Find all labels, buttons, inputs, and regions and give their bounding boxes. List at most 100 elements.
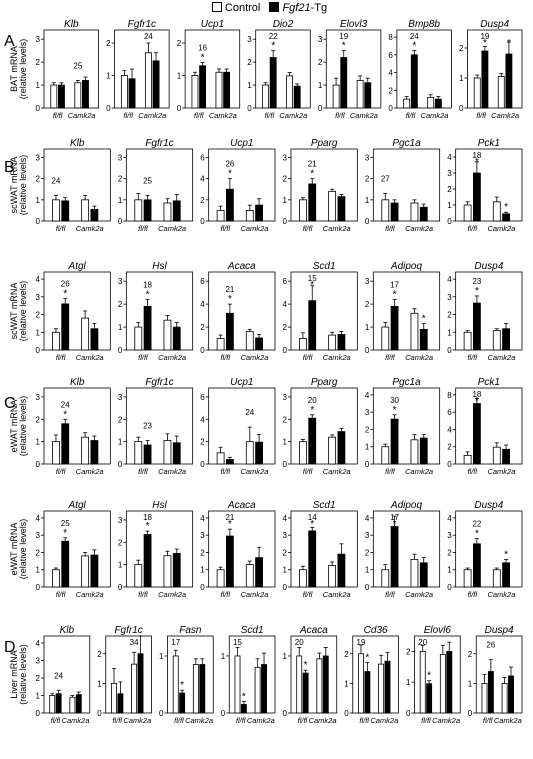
gene-title: Ucp1 (201, 19, 224, 30)
gene-title: Pck1 (478, 138, 500, 149)
tg-bar (225, 312, 234, 351)
gene-title: Klb (70, 138, 85, 149)
group-label-flfl: fl/fl (220, 467, 230, 476)
y-tick-label: 0 (344, 709, 349, 718)
y-tick-label: 3 (247, 35, 252, 44)
gene-title: Scd1 (241, 625, 264, 636)
tg-bar (308, 183, 317, 222)
tg-bar (337, 334, 346, 351)
n-label: 20 (418, 638, 427, 647)
control-bar (216, 452, 225, 465)
tg-bar (137, 653, 144, 714)
panel-frame (43, 510, 111, 588)
group-label-flfl: fl/fl (138, 224, 148, 233)
control-bar (492, 201, 501, 222)
tg-bar (172, 553, 181, 588)
gene-title: Fgfr1c (128, 19, 156, 30)
y-tick-label: 2 (447, 311, 452, 320)
y-tick-label: 3 (118, 516, 123, 525)
gene-title: Pparg (311, 377, 338, 388)
gene-title: Klb (60, 625, 75, 636)
y-tick-label: 4 (36, 639, 41, 648)
y-tick-label: 1 (177, 72, 182, 81)
n-label: 26 (225, 160, 234, 169)
ylabel-units-C2: (relative levels) (18, 519, 28, 580)
y-tick-label: 3 (36, 293, 41, 302)
control-bar (52, 331, 60, 351)
group-label-camk2a: Camk2a (405, 353, 433, 362)
group-label-flfl: fl/fl (265, 111, 275, 120)
tg-bar (61, 423, 70, 465)
tg-bar (143, 534, 152, 588)
n-label: 24 (144, 32, 153, 41)
tg-bar (90, 440, 99, 465)
y-tick-label: 0 (365, 583, 370, 592)
y-tick-label: 1 (159, 652, 164, 661)
group-label-camk2a: Camk2a (491, 111, 519, 120)
n-label: 17 (171, 638, 180, 647)
control-bar (439, 654, 446, 714)
control-swatch (211, 2, 222, 12)
n-label: 24 (61, 400, 70, 409)
panel-frame (125, 148, 194, 222)
tg-bar (255, 557, 263, 588)
y-tick-label: 0 (118, 583, 123, 592)
n-label: 19 (339, 32, 348, 41)
tg-bar (505, 53, 513, 109)
control-bar (410, 312, 419, 351)
n-label: 16 (198, 44, 207, 53)
y-tick-label: 0 (406, 709, 411, 718)
panel-frame (467, 29, 523, 109)
tg-bar (419, 328, 428, 351)
tg-bar (308, 417, 317, 465)
y-tick-label: 0 (365, 217, 370, 226)
significance-star: * (365, 653, 369, 664)
group-label-camk2a: Camk2a (421, 111, 449, 120)
y-tick-label: 4 (447, 425, 452, 434)
gene-title: Ucp1 (230, 377, 253, 388)
group-label-camk2a: Camk2a (487, 353, 515, 362)
control-bar (381, 446, 390, 465)
significance-star: * (393, 405, 397, 416)
group-label-camk2a: Camk2a (405, 224, 433, 233)
n-label: 15 (233, 638, 242, 647)
panel-frame (43, 635, 91, 714)
tg-bar (143, 306, 152, 351)
ylabel-C: eWAT mRNA (9, 400, 19, 453)
y-tick-label: 1 (283, 566, 288, 575)
group-label-flfl: fl/fl (421, 716, 431, 725)
y-tick-label: 1 (459, 74, 464, 83)
gene-title: Elovl3 (340, 19, 368, 30)
group-label-flfl: fl/fl (359, 716, 369, 725)
control-bar (245, 210, 254, 222)
control-bar (134, 326, 143, 351)
group-label-camk2a: Camk2a (123, 716, 151, 725)
y-tick-label: 1 (447, 201, 452, 210)
significance-star: * (201, 53, 205, 64)
y-tick-label: 3 (118, 393, 123, 402)
tg-bar (340, 57, 348, 109)
y-tick-label: 1 (36, 81, 41, 90)
y-tick-label: 3 (36, 657, 41, 666)
group-label-flfl: fl/fl (194, 111, 204, 120)
n-label: 15 (308, 274, 317, 283)
n-label: 21 (225, 285, 234, 294)
y-tick-label: 1 (283, 652, 288, 661)
tg-bar (384, 660, 391, 714)
y-tick-label: 1 (365, 443, 370, 452)
gene-title: Scd1 (313, 500, 336, 511)
control-bar (378, 663, 385, 714)
gene-title: Pgc1a (392, 377, 421, 388)
gene-title: Fgfr1c (145, 377, 173, 388)
tg-bar (337, 553, 346, 588)
panel-frame (125, 387, 194, 465)
y-tick-label: 0 (283, 583, 288, 592)
group-label-camk2a: Camk2a (240, 467, 268, 476)
group-label-camk2a: Camk2a (247, 716, 275, 725)
control-bar (381, 199, 390, 222)
y-tick-label: 1 (36, 328, 41, 337)
tg-bar (472, 403, 481, 465)
legend-tg-gene: Fgf21 (282, 2, 311, 14)
tg-bar (261, 664, 267, 714)
y-tick-label: 1 (118, 438, 123, 447)
